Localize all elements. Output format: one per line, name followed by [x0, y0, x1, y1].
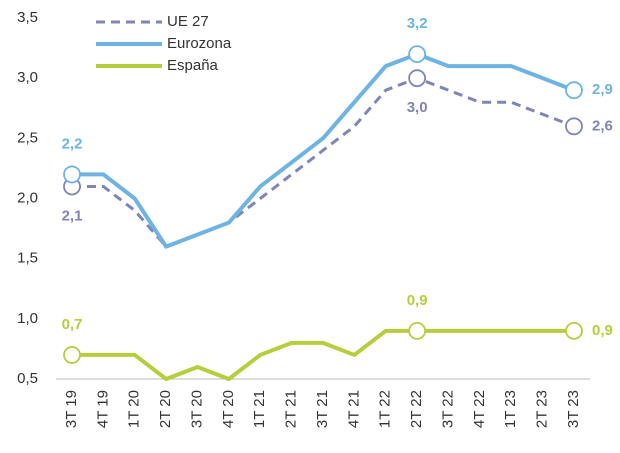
x-tick-label: 4T 21	[345, 390, 362, 428]
data-label: 3,0	[407, 99, 428, 116]
point-marker	[408, 45, 427, 63]
data-label: 0,7	[62, 316, 83, 333]
series-line	[72, 52, 575, 249]
x-tick-label: 3T 23	[565, 390, 582, 428]
legend-label: Eurozona	[167, 35, 232, 52]
data-label: 3,2	[407, 15, 428, 32]
x-tick-label: 2T 21	[283, 390, 300, 428]
point-marker	[63, 346, 81, 364]
series-line	[72, 328, 574, 381]
x-tick-label: 3T 22	[439, 390, 456, 428]
y-tick-label: 2,0	[17, 189, 38, 206]
legend-label: UE 27	[167, 13, 209, 30]
x-tick-label: 4T 19	[94, 390, 111, 428]
x-tick-label: 3T 21	[314, 390, 331, 428]
x-tick-label: 4T 22	[471, 390, 488, 428]
legend-label: España	[167, 57, 219, 74]
y-tick-label: 0,5	[17, 370, 38, 387]
point-marker	[565, 117, 583, 136]
x-tick-label: 3T 19	[63, 390, 80, 428]
data-label: 0,9	[592, 322, 613, 339]
data-label: 2,6	[592, 117, 613, 134]
point-marker	[565, 81, 583, 100]
y-tick-label: 3,5	[17, 9, 38, 26]
x-tick-label: 2T 20	[157, 390, 174, 428]
x-tick-label: 3T 20	[188, 390, 205, 428]
x-tick-label: 2T 23	[534, 390, 551, 428]
y-tick-label: 3,0	[17, 69, 38, 86]
x-tick-label: 1T 20	[126, 390, 143, 428]
point-marker	[408, 69, 427, 88]
point-marker	[565, 321, 583, 340]
x-tick-label: 1T 22	[377, 390, 394, 428]
y-tick-label: 1,0	[17, 310, 38, 327]
point-marker	[63, 165, 81, 184]
data-label: 2,9	[592, 81, 613, 98]
x-tick-label: 1T 23	[502, 390, 519, 428]
series-line	[72, 76, 575, 249]
x-tick-label: 4T 20	[220, 390, 237, 428]
data-label: 2,2	[62, 135, 83, 152]
x-tick-label: 1T 21	[251, 390, 268, 428]
point-marker	[408, 321, 427, 340]
x-tick-label: 2T 22	[408, 390, 425, 428]
y-tick-label: 2,5	[17, 129, 38, 146]
data-label: 0,9	[407, 292, 428, 309]
y-tick-label: 1,5	[17, 250, 38, 267]
data-label: 2,1	[62, 207, 83, 224]
